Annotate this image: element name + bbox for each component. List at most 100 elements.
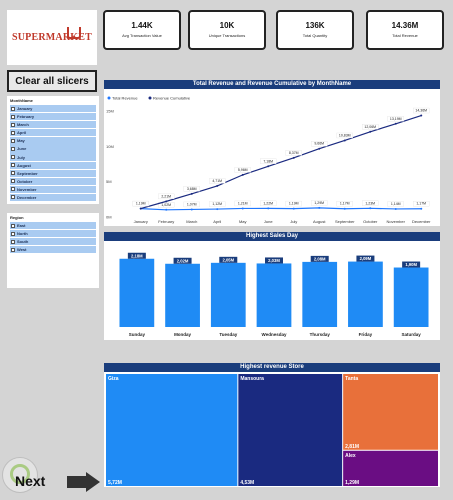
- data-point: [292, 207, 295, 210]
- x-tick-label: December: [412, 219, 431, 224]
- region-slicer-title: Region: [10, 215, 24, 220]
- month-item-december[interactable]: December: [10, 193, 96, 202]
- data-label: 1,17M: [416, 202, 426, 206]
- checkbox-icon[interactable]: [11, 239, 15, 244]
- treemap-tile-name: Tanta: [345, 376, 358, 382]
- data-label-box: [311, 141, 328, 147]
- month-item-april[interactable]: April: [10, 129, 96, 137]
- checkbox-icon[interactable]: [11, 179, 15, 184]
- checkbox-icon[interactable]: [11, 223, 15, 228]
- checkbox-icon[interactable]: [11, 138, 15, 143]
- month-item-march[interactable]: March: [10, 121, 96, 129]
- month-item-october[interactable]: October: [10, 177, 96, 185]
- month-item-label: July: [17, 154, 26, 160]
- data-point: [292, 156, 295, 159]
- x-tick-label: August: [313, 219, 326, 224]
- checkbox-icon[interactable]: [11, 106, 15, 111]
- kpi-value: 1.44K: [131, 21, 153, 30]
- data-point: [216, 208, 219, 211]
- checkbox-icon[interactable]: [11, 163, 15, 168]
- kpi-total-quantity: 136K Total Quantity: [276, 10, 354, 50]
- month-item-july[interactable]: July: [10, 153, 96, 161]
- kpi-value: 136K: [305, 21, 325, 30]
- x-tick-label: October: [363, 219, 378, 224]
- month-item-september[interactable]: September: [10, 169, 96, 177]
- data-point: [369, 130, 372, 133]
- month-item-label: December: [17, 194, 37, 200]
- checkbox-icon[interactable]: [11, 155, 15, 160]
- data-label-box: [158, 193, 175, 200]
- bar-data-label: 2,03M: [268, 258, 280, 263]
- checkbox-icon[interactable]: [11, 114, 15, 119]
- month-item-label: April: [17, 130, 27, 136]
- y-tick-label: 15M: [106, 109, 114, 114]
- checkbox-icon[interactable]: [11, 130, 15, 135]
- data-point: [394, 122, 397, 125]
- treemap-tile-mansoura: [238, 374, 343, 486]
- month-item-february[interactable]: February: [10, 113, 96, 121]
- bar-chart-title: Highest Sales Day: [104, 232, 440, 241]
- bar-category-label: Monday: [174, 332, 191, 337]
- store-treemap-panel: Highest revenue Store Giza 5,72M Mansoura 4…: [104, 363, 440, 487]
- data-label-box: [183, 186, 200, 192]
- data-label: 1,12M: [212, 202, 222, 206]
- bar-category-label: Wednesday: [262, 332, 287, 337]
- region-item-north[interactable]: North: [10, 230, 96, 238]
- line-chart-title: Total Revenue and Revenue Cumulative by …: [104, 80, 440, 89]
- region-slicer: Region East North South West: [7, 213, 99, 288]
- month-item-june[interactable]: June: [10, 145, 96, 153]
- logo-text: SUPERMARKET: [12, 32, 92, 43]
- data-label: 1,22M: [263, 201, 273, 205]
- checkbox-icon[interactable]: [11, 171, 15, 176]
- cart-icon: [67, 27, 81, 39]
- treemap-tile-value: 2,81M: [345, 444, 359, 450]
- checkbox-icon[interactable]: [11, 187, 15, 192]
- month-item-january[interactable]: January: [10, 105, 96, 113]
- y-tick-label: 10M: [106, 144, 114, 149]
- data-label-box: [260, 158, 277, 164]
- bar-category-label: Friday: [359, 332, 373, 337]
- bar-label-box: [356, 255, 375, 262]
- month-item-label: November: [17, 186, 37, 192]
- checkbox-icon[interactable]: [11, 122, 15, 127]
- clear-all-slicers-button[interactable]: Clear all slicers: [7, 70, 97, 92]
- month-item-may[interactable]: May: [10, 137, 96, 145]
- data-point: [318, 206, 321, 209]
- data-label-box: [209, 201, 226, 207]
- data-label: 1,21M: [238, 201, 248, 205]
- data-label-box: [336, 132, 353, 139]
- x-tick-label: March: [186, 219, 197, 224]
- checkbox-icon[interactable]: [11, 247, 15, 252]
- region-item-east[interactable]: East: [10, 222, 96, 230]
- checkbox-icon[interactable]: [11, 231, 15, 236]
- region-item-west[interactable]: West: [10, 246, 96, 254]
- data-point: [394, 207, 397, 210]
- data-point: [267, 165, 270, 168]
- bar-tuesday: [210, 262, 246, 327]
- checkbox-icon[interactable]: [11, 195, 15, 200]
- checkbox-icon[interactable]: [11, 146, 15, 151]
- data-point: [318, 147, 321, 150]
- data-label: 4,71M: [212, 179, 222, 183]
- legend-marker-total: [107, 96, 111, 100]
- next-arrow-icon[interactable]: [67, 476, 87, 488]
- treemap-tile-value: 4,53M: [240, 480, 254, 486]
- data-point: [190, 208, 193, 211]
- data-label-box: [362, 124, 379, 130]
- region-item-south[interactable]: South: [10, 238, 96, 246]
- bar-category-label: Saturday: [402, 332, 422, 337]
- data-point: [216, 184, 219, 187]
- month-item-november[interactable]: November: [10, 185, 96, 193]
- data-label: 1,23M: [365, 201, 375, 205]
- next-arrow-head-icon[interactable]: [86, 472, 100, 492]
- month-item-august[interactable]: August: [10, 161, 96, 169]
- month-item-label: August: [17, 162, 31, 168]
- kpi-label: Avg Transaction Value: [122, 33, 162, 38]
- bar-data-label: 2,08M: [314, 256, 326, 261]
- bar-category-label: Tuesday: [219, 332, 237, 337]
- bar-label-box: [127, 252, 146, 259]
- x-tick-label: February: [158, 219, 174, 224]
- next-label[interactable]: Next: [15, 473, 46, 489]
- data-point: [420, 114, 423, 117]
- data-point: [190, 192, 193, 195]
